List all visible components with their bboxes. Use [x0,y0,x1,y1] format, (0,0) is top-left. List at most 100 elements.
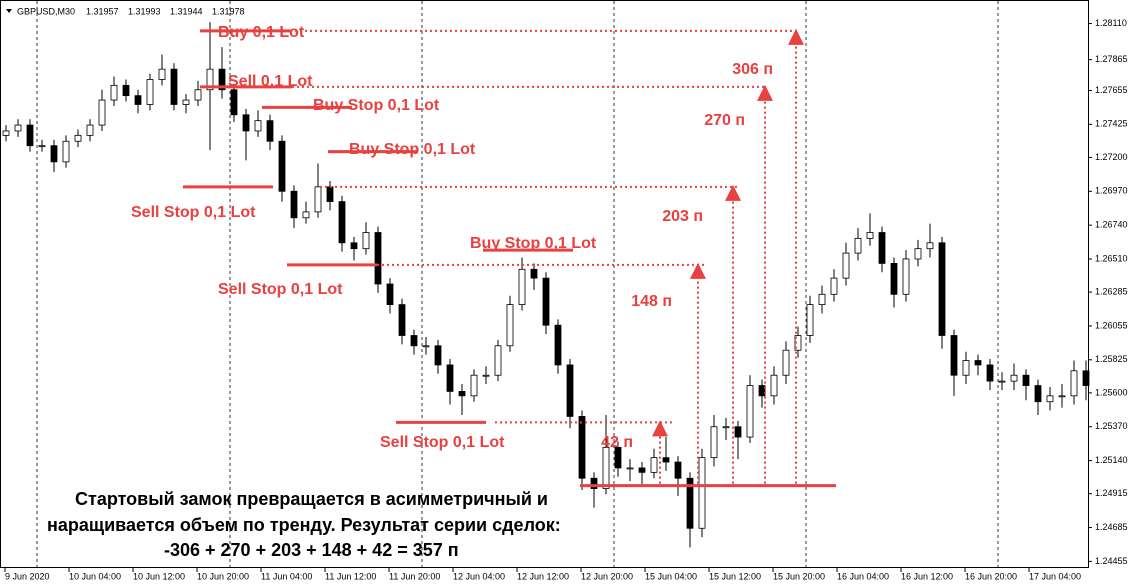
y-tick-label: 1.24455 [1095,556,1128,566]
candle-body [110,84,118,101]
y-tick-label: 1.24685 [1095,522,1128,532]
y-tick-label: 1.27425 [1095,119,1128,129]
x-tick-label: 10 Jun 20:00 [197,571,249,581]
level-label: Buy Stop 0,1 Lot [349,141,476,158]
candle-body [326,186,334,202]
candle-body [1010,374,1018,382]
x-tick-label: 16 Jun 04:00 [837,571,889,581]
candle-body [230,89,238,116]
candle-body [722,426,730,429]
candle-body [170,68,178,105]
candle-body [686,477,694,529]
candle-body [134,95,142,105]
x-tick-label: 10 Jun 12:00 [133,571,185,581]
candle-body [458,391,466,397]
candle-body [122,84,130,97]
candle-body [26,124,34,147]
measure-label: 270 п [704,112,745,129]
candle-body [446,364,454,392]
y-tick-label: 1.26740 [1095,220,1128,230]
candle-body [194,89,202,101]
measure-label: 42 п [601,434,633,451]
candle-body [650,457,658,473]
candle-body [782,349,790,376]
measure-label: 148 п [631,293,672,310]
candle-body [998,380,1006,383]
candle-body [758,385,766,397]
candle-body [890,262,898,295]
candle-body [674,461,682,479]
candle-body [146,79,154,105]
candle-body [86,124,94,136]
candle-body [518,268,526,306]
candle-body [302,211,310,219]
candle-body [734,426,742,438]
candle-body [854,237,862,254]
candle-body [62,140,70,163]
menu-arrow [6,9,12,13]
candle-body [842,252,850,279]
candle-body [578,416,586,479]
candle-body [494,345,502,376]
candle-body [770,374,778,397]
level-label: Sell Stop 0,1 Lot [131,204,256,221]
candle-body [158,68,166,80]
candle-body [266,120,274,142]
y-tick-label: 1.25140 [1095,455,1128,465]
y-tick-label: 1.26970 [1095,186,1128,196]
candle-body [818,293,826,306]
y-tick-label: 1.28110 [1095,18,1127,28]
candle-body [182,99,190,105]
candle-body [530,268,538,279]
quote: 1.31957 [86,6,119,16]
measure-label: 203 п [662,208,703,225]
candle-body [974,360,982,366]
candle-body [1070,370,1078,397]
candle-body [410,335,418,347]
candle-body [350,242,358,250]
candle-body [962,360,970,376]
y-tick-label: 1.27655 [1095,85,1128,95]
candle-body [566,364,574,417]
y-tick-label: 1.25600 [1095,387,1128,397]
candle-body [830,277,838,295]
candle-body [554,324,562,366]
candle-body [878,232,886,264]
candle-body [14,124,22,132]
candle-body [1082,370,1090,386]
y-tick-label: 1.25370 [1095,421,1128,431]
candle-body [902,258,910,295]
candle-body [590,477,598,489]
measure-label: 306 п [732,61,773,78]
candle-body [50,145,58,163]
y-tick-label: 1.26055 [1095,320,1128,330]
candle-body [434,345,442,366]
candle-body [290,190,298,219]
x-tick-label: 16 Jun 20:00 [965,571,1017,581]
x-tick-label: 11 Jun 12:00 [325,571,376,581]
candle-body [614,446,622,469]
x-tick-label: 11 Jun 04:00 [261,571,312,581]
candle-body [710,426,718,459]
x-tick-label: 12 Jun 04:00 [453,571,505,581]
candle-body [662,457,670,463]
candle-body [470,374,478,397]
x-tick-label: 12 Jun 12:00 [517,571,569,581]
candle-body [338,201,346,244]
candle-body [602,446,610,489]
level-label: Buy Stop 0,1 Lot [470,235,597,252]
x-tick-label: 15 Jun 20:00 [773,571,825,581]
candle-body [422,345,430,348]
candle-body [950,335,958,376]
candle-body [74,134,82,142]
candle-body [626,467,634,470]
note-line: наращивается объем по тренду. Результат … [47,515,561,535]
note-line: Стартовый замок превращается в асимметри… [75,489,548,509]
candle-body [506,304,514,347]
candle-body [254,120,262,132]
level-label: Buy Stop 0,1 Lot [313,97,440,114]
quote: 1.31944 [170,6,203,16]
x-tick-label: 17 Jun 04:00 [1029,571,1081,581]
x-tick-label: 10 Jun 04:00 [69,571,121,581]
